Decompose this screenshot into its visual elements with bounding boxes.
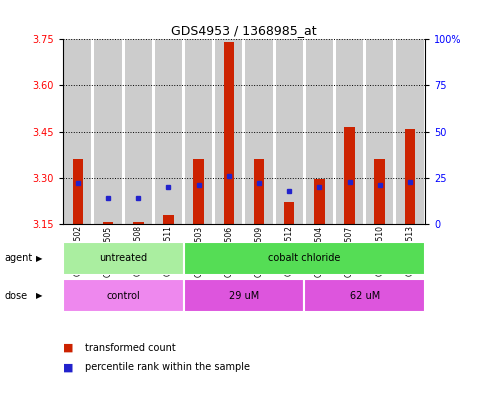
Text: 29 uM: 29 uM	[229, 291, 259, 301]
Bar	[366, 39, 393, 224]
Bar	[184, 242, 425, 275]
Text: dose: dose	[5, 291, 28, 301]
Bar	[254, 159, 264, 224]
Bar	[224, 42, 234, 224]
Bar	[405, 129, 415, 224]
Title: GDS4953 / 1368985_at: GDS4953 / 1368985_at	[171, 24, 317, 37]
Bar	[125, 39, 152, 224]
Bar	[163, 215, 174, 224]
Bar	[314, 179, 325, 224]
Text: 62 uM: 62 uM	[350, 291, 380, 301]
Bar	[185, 39, 212, 224]
Text: ■: ■	[63, 343, 73, 353]
Text: transformed count: transformed count	[85, 343, 175, 353]
Text: agent: agent	[5, 253, 33, 263]
Bar	[284, 202, 295, 224]
Text: ■: ■	[63, 362, 73, 373]
Bar	[95, 39, 122, 224]
Bar	[133, 222, 143, 224]
Bar	[215, 39, 242, 224]
Bar	[304, 279, 425, 312]
Bar	[276, 39, 303, 224]
Bar	[245, 39, 272, 224]
Bar	[103, 222, 114, 224]
Text: untreated: untreated	[99, 253, 147, 263]
Text: ▶: ▶	[36, 254, 43, 263]
Bar	[155, 39, 182, 224]
Bar	[193, 159, 204, 224]
Text: cobalt chloride: cobalt chloride	[268, 253, 341, 263]
Bar	[306, 39, 333, 224]
Bar	[184, 279, 304, 312]
Text: percentile rank within the sample: percentile rank within the sample	[85, 362, 250, 373]
Text: control: control	[106, 291, 140, 301]
Bar	[374, 159, 385, 224]
Bar	[64, 39, 91, 224]
Bar	[344, 127, 355, 224]
Bar	[63, 242, 184, 275]
Bar	[397, 39, 424, 224]
Text: ▶: ▶	[36, 291, 43, 300]
Bar	[72, 159, 83, 224]
Bar	[336, 39, 363, 224]
Bar	[63, 279, 184, 312]
